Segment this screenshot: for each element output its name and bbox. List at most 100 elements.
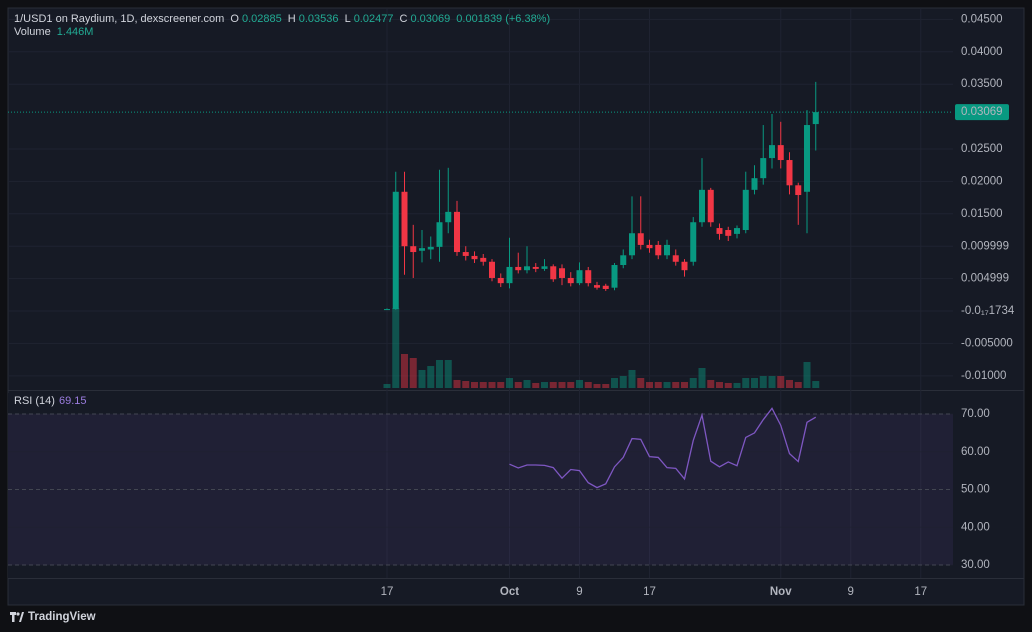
candle-body xyxy=(699,189,705,223)
candle-body xyxy=(690,222,697,262)
high-value: 0.03536 xyxy=(298,13,339,25)
x-tick-label: 17 xyxy=(643,586,656,598)
y-tick-label: 60.00 xyxy=(961,446,990,458)
volume-bar xyxy=(593,383,601,388)
candle-body xyxy=(594,285,600,288)
volume-bar xyxy=(497,382,505,388)
candle-body xyxy=(585,270,592,284)
candle-body xyxy=(524,266,530,271)
rsi-line xyxy=(509,407,817,489)
candle-body xyxy=(786,160,793,186)
candle-body xyxy=(550,266,557,280)
candle-body xyxy=(795,185,802,196)
volume-bar xyxy=(532,382,540,388)
y-tick-label: 0.02000 xyxy=(961,175,1003,187)
ohlc-label: H xyxy=(287,13,296,25)
y-tick-label: 70.00 xyxy=(961,408,990,420)
candle-body xyxy=(611,265,618,288)
change-value: 0.001839 xyxy=(456,13,503,25)
candle-body xyxy=(515,266,522,271)
candle-body xyxy=(725,230,732,236)
candle-body xyxy=(629,233,635,256)
candle-body xyxy=(471,255,478,260)
candle-body xyxy=(655,244,662,256)
change-percent: (+6.38%) xyxy=(505,13,551,25)
candle-body xyxy=(454,211,460,253)
volume-bar xyxy=(479,382,487,388)
candle-body xyxy=(410,246,417,253)
rsi-background xyxy=(8,393,953,578)
y-tick-label: 0.04500 xyxy=(961,13,1003,25)
volume-bar xyxy=(541,382,548,388)
candle-body xyxy=(497,277,504,284)
volume-bar xyxy=(549,382,557,388)
candle-body xyxy=(480,257,487,262)
y-tick-label: 50.00 xyxy=(961,484,990,496)
candle-body xyxy=(672,255,679,262)
candle-body xyxy=(804,125,810,192)
volume-bar xyxy=(654,382,662,388)
volume-bar xyxy=(759,376,767,388)
candle-body xyxy=(707,189,714,223)
x-tick-label: Oct xyxy=(500,586,519,598)
volume-bar xyxy=(427,366,435,388)
rsi-title: RSI (14) xyxy=(14,395,55,407)
y-tick-label: 0.01500 xyxy=(961,208,1003,220)
volume-bar xyxy=(646,382,653,388)
volume-bar xyxy=(567,382,575,388)
volume-bar xyxy=(401,353,408,388)
rsi-legend: RSI (14) 69.15 xyxy=(14,395,87,407)
volume-bar xyxy=(733,382,741,388)
ohlc-label: O xyxy=(230,13,239,25)
volume-bar xyxy=(602,383,610,388)
legend: 1/USD1 on Raydium, 1D, dexscreener.com O… xyxy=(14,13,553,39)
volume-bar xyxy=(707,379,715,388)
candle-body xyxy=(681,261,688,271)
last-price-label: 0.03069 xyxy=(961,106,1003,118)
candle-body xyxy=(384,309,390,311)
rsi-value: 69.15 xyxy=(58,395,87,407)
volume-bar xyxy=(637,378,645,388)
last-price-box xyxy=(955,104,1009,121)
x-tick-label: 17 xyxy=(914,586,927,598)
x-tick-label: Nov xyxy=(770,586,792,598)
y-tick-label: 40.00 xyxy=(961,521,990,533)
symbol: 1/USD1 on Raydium, 1D, dexscreener.com xyxy=(14,13,225,25)
volume-bar xyxy=(383,383,391,388)
volume-bar xyxy=(742,378,750,388)
volume-bar xyxy=(698,368,706,388)
candle-body xyxy=(716,228,723,234)
candle-body xyxy=(532,266,539,269)
volume-bar xyxy=(523,379,531,388)
y-tick-label: 0.009999 xyxy=(961,240,1009,252)
y-tick-label: 0.004999 xyxy=(961,273,1009,285)
volume-bar xyxy=(724,382,732,388)
x-tick-label: 9 xyxy=(576,586,582,598)
candle-body xyxy=(769,145,775,159)
volume-bar xyxy=(751,378,758,388)
volume-bar xyxy=(611,378,618,388)
candle-body xyxy=(664,244,670,256)
ohlc-label: L xyxy=(344,13,351,25)
volume-value: 1.446M xyxy=(56,26,94,38)
volume-bar xyxy=(803,362,811,388)
y-tick-label: -0.005000 xyxy=(961,337,1013,349)
y-tick-label: 30.00 xyxy=(961,559,990,571)
volume-bar xyxy=(471,382,478,388)
open-value: 0.02885 xyxy=(241,13,282,25)
candle-body xyxy=(812,112,819,125)
candle-body xyxy=(760,158,767,179)
volume-bar xyxy=(716,382,723,388)
volume-bar xyxy=(663,382,671,388)
volume-bar xyxy=(392,308,400,388)
volume-bar xyxy=(514,382,522,388)
candle-body xyxy=(734,228,740,234)
volume-bar xyxy=(462,380,470,388)
candle-body xyxy=(620,255,627,266)
x-tick-label: 17 xyxy=(381,586,394,598)
candle-body xyxy=(489,261,495,278)
candle-body xyxy=(541,266,548,269)
volume-bar xyxy=(794,382,802,388)
candle-body xyxy=(392,191,399,310)
